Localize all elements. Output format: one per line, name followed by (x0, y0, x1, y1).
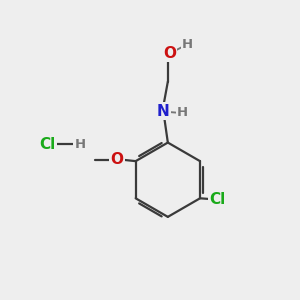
Text: H: H (75, 138, 86, 151)
Text: N: N (157, 104, 170, 119)
Text: H: H (182, 38, 193, 51)
Text: O: O (111, 152, 124, 167)
Text: Cl: Cl (209, 192, 225, 207)
Text: O: O (163, 46, 176, 61)
Text: Cl: Cl (39, 136, 56, 152)
Text: H: H (177, 106, 188, 119)
